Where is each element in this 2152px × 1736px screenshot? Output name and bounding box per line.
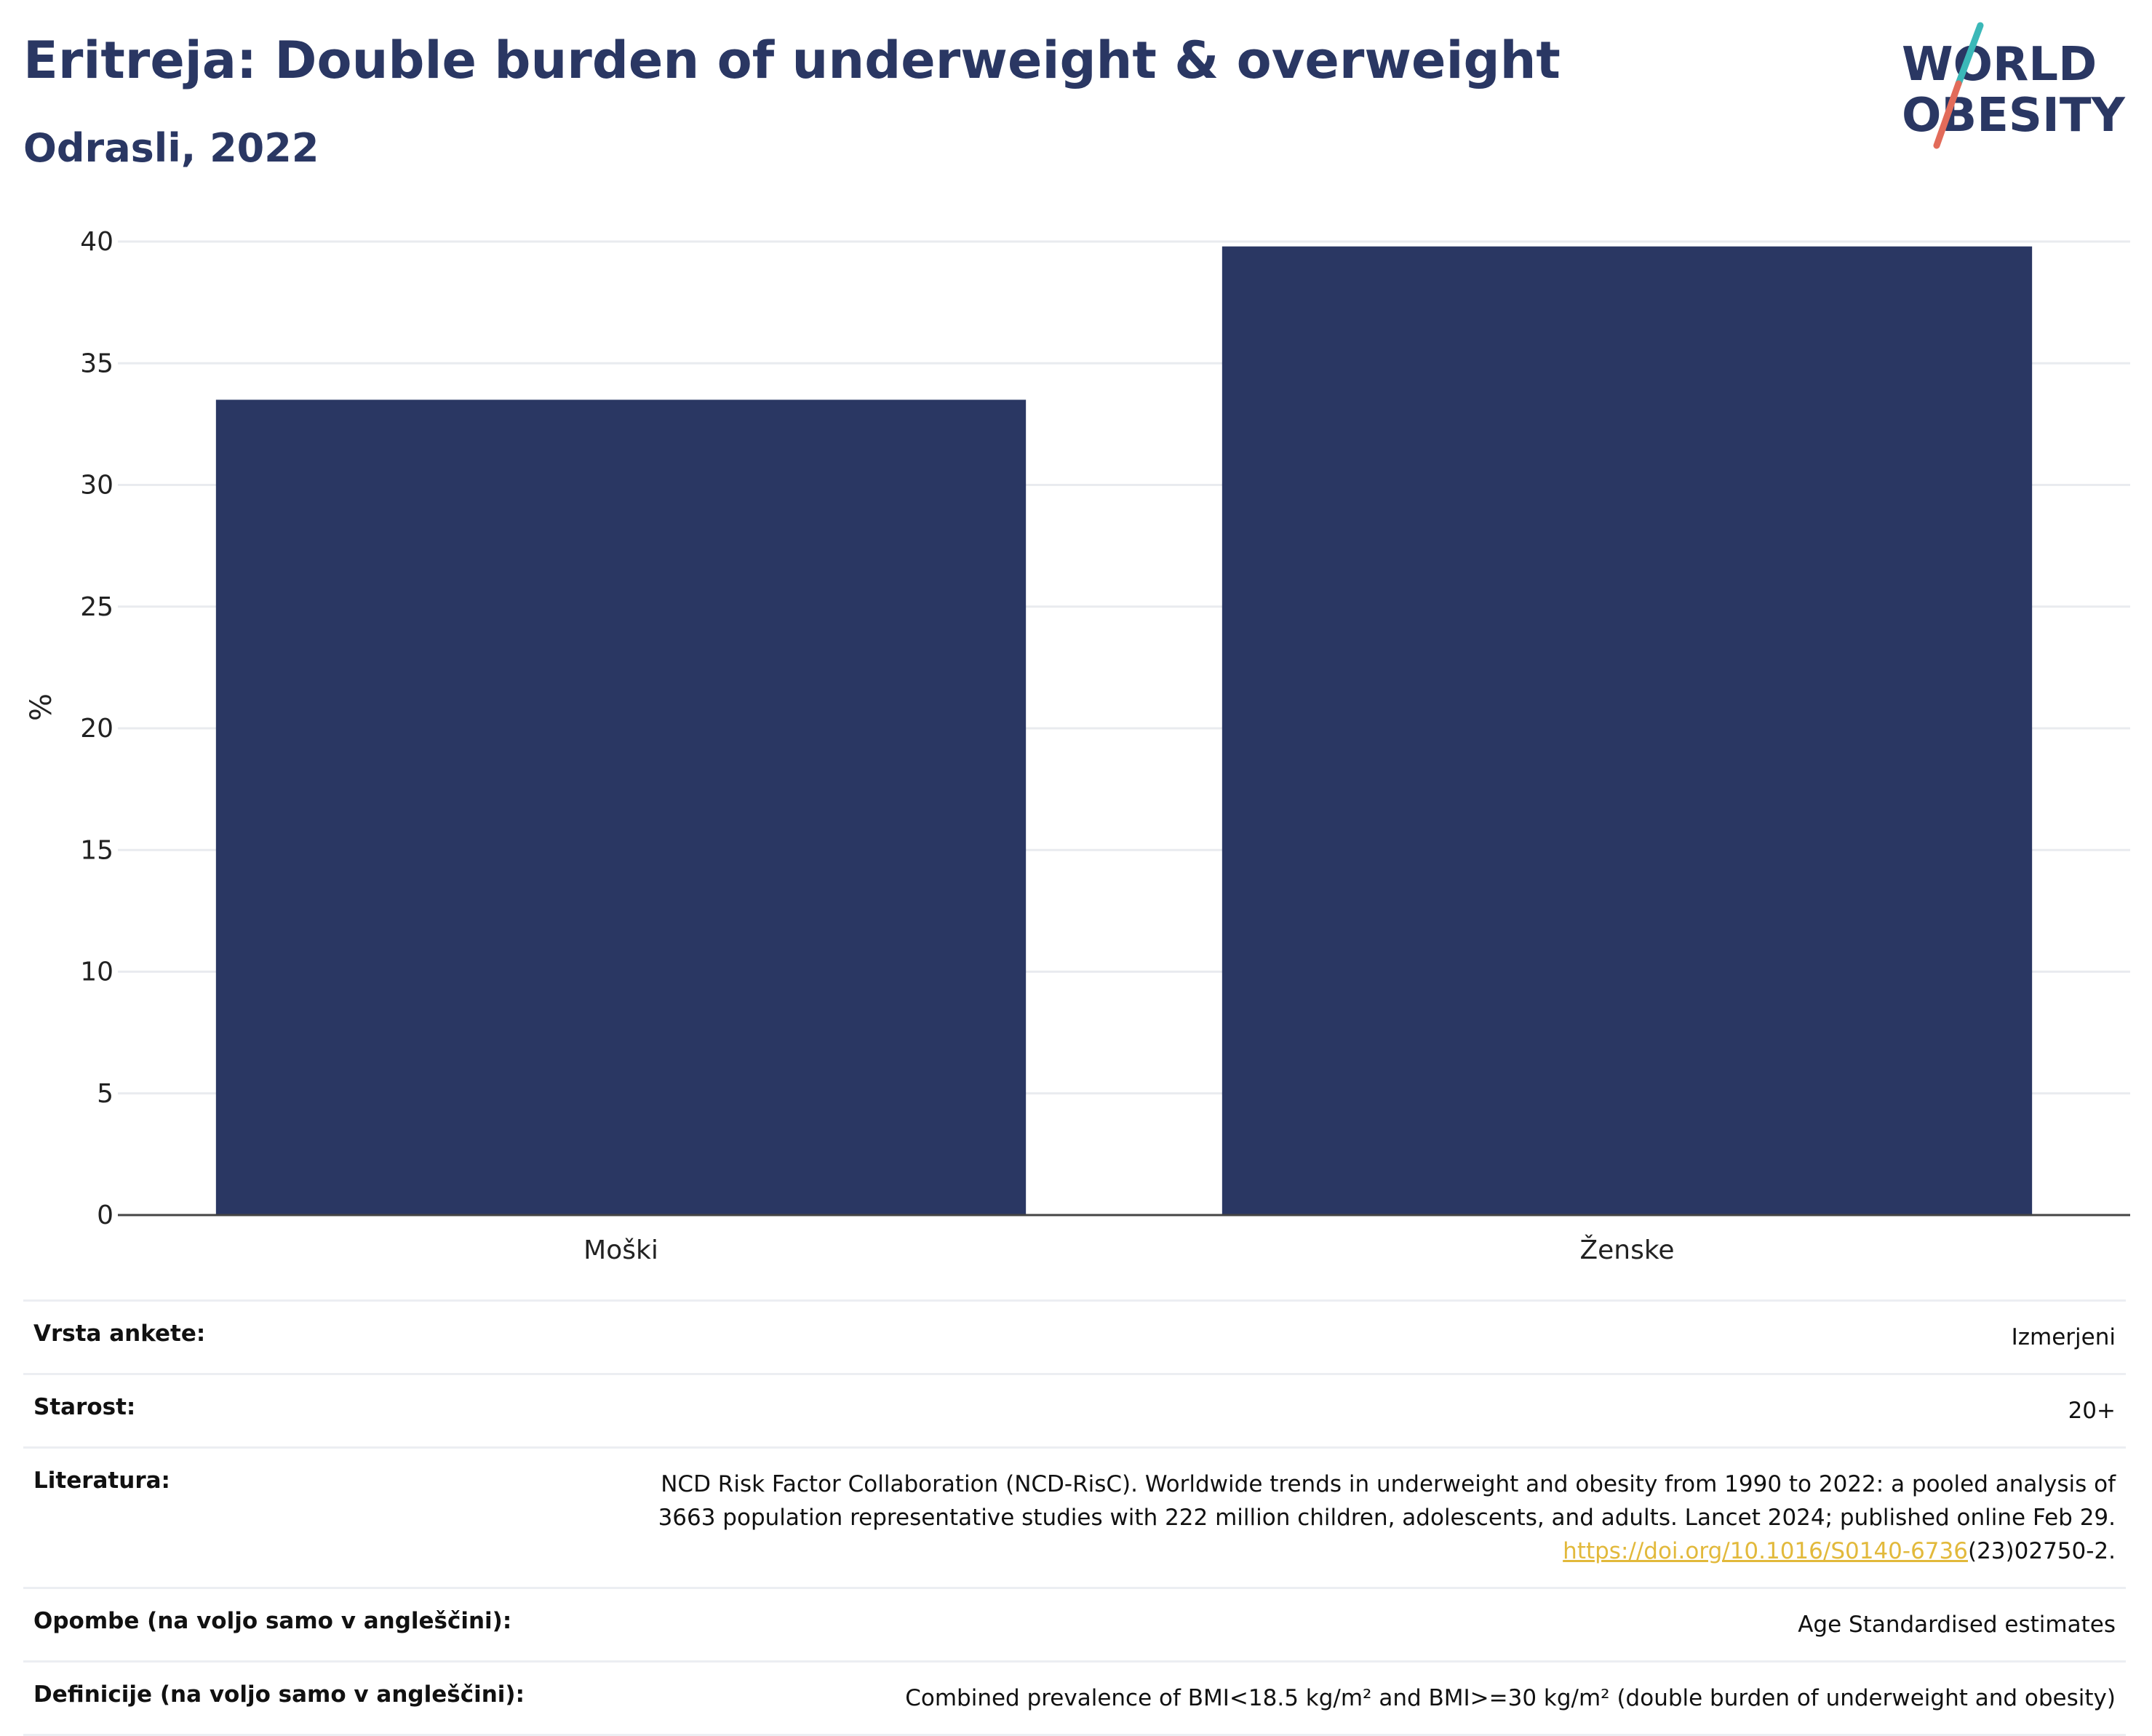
x-axis-ticks: Moški Ženske xyxy=(583,1235,1674,1265)
y-tick-label: 35 xyxy=(80,349,113,378)
meta-row-notes: Opombe (na voljo samo v angleščini): Age… xyxy=(23,1588,2126,1662)
meta-key: Definicije (na voljo samo v angleščini): xyxy=(33,1681,525,1708)
world-obesity-logo: WORLD OBESITY xyxy=(1902,22,2125,149)
bar[interactable] xyxy=(1222,246,2033,1216)
literature-line-2: 3663 population representative studies w… xyxy=(658,1505,2116,1531)
y-tick-label: 0 xyxy=(97,1201,113,1230)
meta-key: Opombe (na voljo samo v angleščini): xyxy=(33,1608,512,1634)
meta-value: Age Standardised estimates xyxy=(1798,1612,2116,1638)
meta-value: NCD Risk Factor Collaboration (NCD-RisC)… xyxy=(597,1448,2126,1588)
meta-value: Izmerjeni xyxy=(2011,1324,2116,1350)
y-tick-label: 25 xyxy=(80,592,113,622)
meta-row-definitions: Definicije (na voljo samo v angleščini):… xyxy=(23,1661,2126,1735)
bars xyxy=(215,246,2033,1216)
y-tick-label: 40 xyxy=(80,227,113,257)
meta-row-survey-type: Vrsta ankete: Izmerjeni xyxy=(23,1300,2126,1374)
page-title: Eritreja: Double burden of underweight &… xyxy=(23,31,1561,90)
y-tick-label: 5 xyxy=(97,1079,113,1109)
y-tick-label: 15 xyxy=(80,835,113,865)
literature-line-1: NCD Risk Factor Collaboration (NCD-RisC)… xyxy=(661,1471,2116,1497)
bar-chart: 0 5 10 15 20 25 30 35 40 Moški Ženske % xyxy=(25,227,2130,1265)
svg-text:WORLD: WORLD xyxy=(1902,38,2097,92)
meta-key: Vrsta ankete: xyxy=(33,1321,206,1347)
doi-suffix: (23)02750-2. xyxy=(1967,1538,2116,1564)
meta-row-literature: Literatura: NCD Risk Factor Collaboratio… xyxy=(23,1447,2126,1588)
metadata-table: Vrsta ankete: Izmerjeni Starost: 20+ Lit… xyxy=(23,1299,2126,1736)
meta-value: 20+ xyxy=(2068,1398,2116,1424)
meta-value: Combined prevalence of BMI<18.5 kg/m² an… xyxy=(905,1685,2116,1711)
meta-key: Literatura: xyxy=(33,1468,170,1494)
x-tick-label: Ženske xyxy=(1579,1235,1674,1265)
y-axis-ticks: 0 5 10 15 20 25 30 35 40 xyxy=(80,227,113,1230)
x-tick-label: Moški xyxy=(583,1235,658,1265)
y-tick-label: 20 xyxy=(80,714,113,744)
doi-link[interactable]: https://doi.org/10.1016/S0140-6736 xyxy=(1563,1538,1968,1564)
page-subtitle: Odrasli, 2022 xyxy=(23,125,319,171)
meta-key: Starost: xyxy=(33,1394,136,1420)
y-tick-label: 30 xyxy=(80,471,113,501)
y-axis-label: % xyxy=(25,693,58,721)
bar[interactable] xyxy=(215,399,1027,1215)
meta-row-age: Starost: 20+ xyxy=(23,1374,2126,1448)
y-tick-label: 10 xyxy=(80,957,113,987)
